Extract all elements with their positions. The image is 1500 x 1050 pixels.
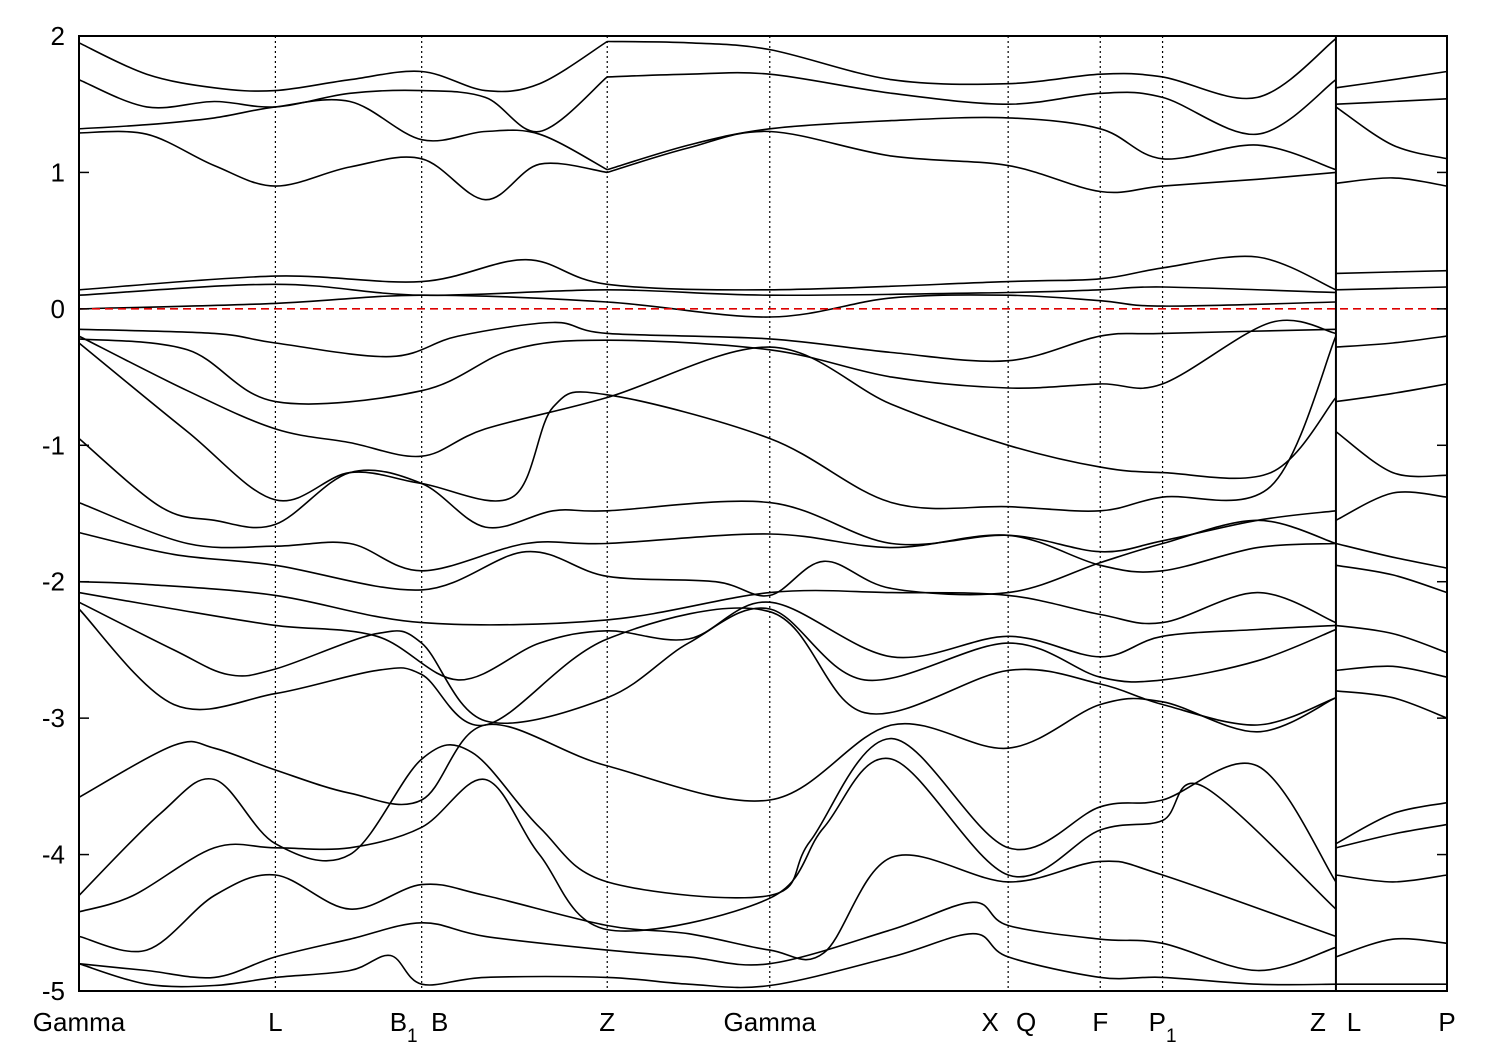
band-line <box>1335 874 1448 883</box>
y-tick-label: -1 <box>42 430 65 460</box>
band-line <box>1335 937 1448 958</box>
band-line <box>1335 269 1448 275</box>
x-tick-label: Gamma <box>33 1007 126 1037</box>
band-line <box>78 255 1337 291</box>
band-line <box>78 98 608 171</box>
band-line <box>78 437 1336 553</box>
y-axis-ticks: 2 1 0 -1 -2 -3 -4 -5 <box>42 21 1447 1006</box>
band-line <box>78 932 1336 989</box>
band-line <box>607 38 1337 100</box>
high-symmetry-lines <box>274 36 1337 991</box>
y-tick-label: -5 <box>42 976 65 1006</box>
band-line <box>78 335 1337 512</box>
x-tick-label: X <box>981 1007 998 1037</box>
band-line <box>1335 335 1448 348</box>
band-line <box>1335 564 1448 594</box>
band-line <box>1335 665 1448 678</box>
band-line <box>78 40 608 93</box>
band-line <box>78 283 1336 297</box>
y-tick-label: 1 <box>51 157 65 187</box>
band-line <box>78 737 1337 899</box>
band-line <box>78 294 1336 318</box>
band-line <box>78 757 1337 932</box>
band-line <box>78 501 1336 573</box>
x-tick-label: Gamma <box>724 1007 817 1037</box>
band-line <box>78 601 1337 725</box>
y-tick-label: -3 <box>42 703 65 733</box>
band-lines <box>78 38 1448 989</box>
band-line <box>78 696 1337 806</box>
y-tick-label: -2 <box>42 567 65 597</box>
x-tick-label: L <box>268 1007 282 1037</box>
band-line <box>78 854 1337 961</box>
band-line <box>606 116 1337 171</box>
plot-frame <box>78 35 1448 992</box>
band-line <box>78 591 1336 681</box>
band-line <box>1335 177 1448 187</box>
band-line <box>78 335 1337 480</box>
y-tick-label: -4 <box>42 840 65 870</box>
band-line <box>78 901 1337 979</box>
y-tick-label: 2 <box>51 21 65 51</box>
band-line <box>1335 823 1448 849</box>
band-line <box>607 71 1337 136</box>
x-tick-label: B <box>431 1007 448 1037</box>
band-line <box>78 76 608 133</box>
band-line <box>1335 98 1448 105</box>
x-tick-label: L <box>1347 1007 1361 1037</box>
y-tick-label: 0 <box>51 294 65 324</box>
band-line <box>606 130 1336 194</box>
band-line <box>1335 801 1448 845</box>
band-line <box>78 519 1337 597</box>
x-tick-label: Q <box>1016 1007 1036 1037</box>
x-tick-label: P <box>1438 1007 1455 1037</box>
band-line <box>78 580 1337 626</box>
x-tick-label: F <box>1092 1007 1108 1037</box>
band-line <box>1335 690 1448 719</box>
band-line <box>1335 430 1448 478</box>
x-tick-label: Z <box>599 1007 615 1037</box>
band-line <box>1335 491 1448 522</box>
band-line <box>78 130 608 201</box>
band-line <box>1335 624 1448 654</box>
x-axis-labels: Gamma L B1 B Z Gamma X Q F P1 Z L P <box>33 1007 1456 1047</box>
band-line <box>78 607 1337 727</box>
band-line <box>1335 286 1448 291</box>
band-line <box>1335 542 1448 569</box>
band-line <box>1335 106 1448 160</box>
x-tick-label: Z <box>1310 1007 1326 1037</box>
band-line <box>1335 383 1448 403</box>
band-line <box>78 319 1337 405</box>
band-line <box>78 321 1336 363</box>
band-line <box>1335 70 1448 89</box>
